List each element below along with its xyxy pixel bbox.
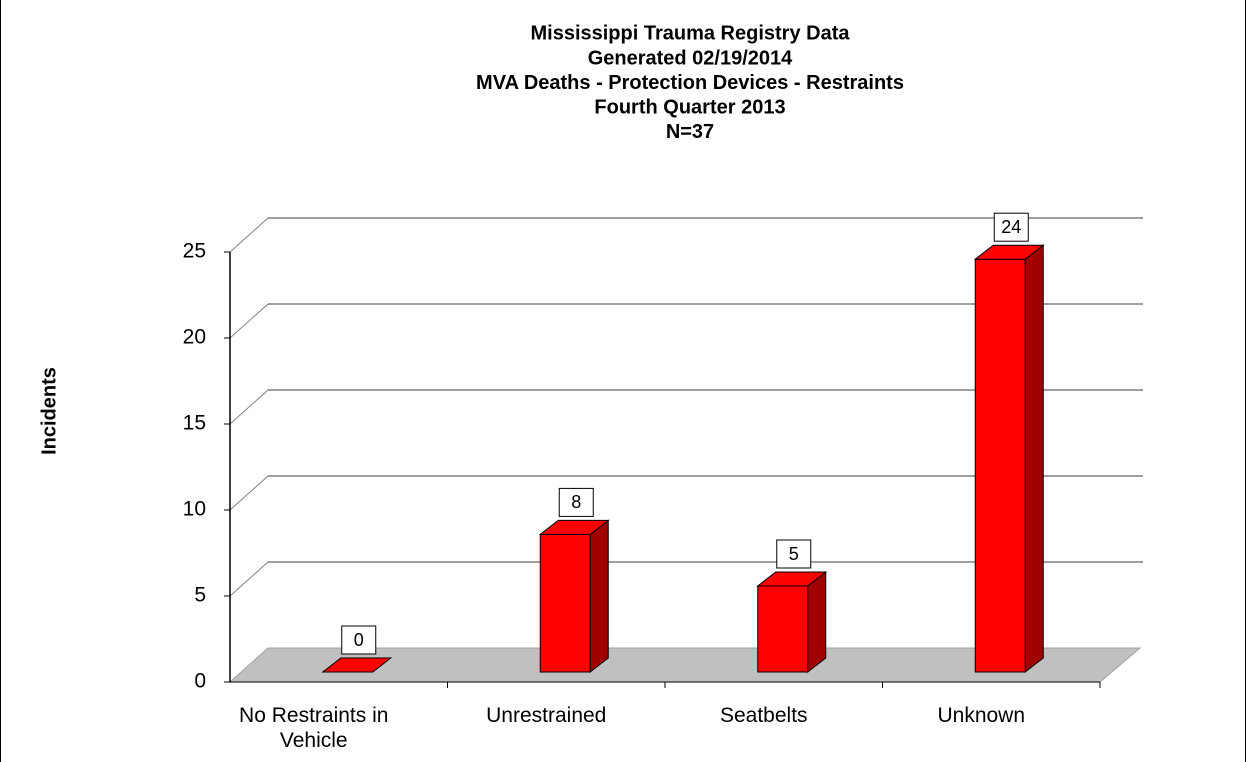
chart-subtitle: Generated 02/19/2014 xyxy=(588,47,793,69)
value-label-box xyxy=(341,625,377,655)
chart-subtitle: Fourth Quarter 2013 xyxy=(594,96,785,118)
grid-line-side xyxy=(229,561,269,597)
x-tick-label: Unknown xyxy=(937,704,1026,727)
value-label: 24 xyxy=(1001,217,1021,237)
x-tick-label: Unrestrained xyxy=(486,704,607,727)
bar xyxy=(538,519,610,674)
value-label: 8 xyxy=(571,492,581,512)
bar xyxy=(973,244,1045,674)
bar-top xyxy=(321,657,393,673)
bar-side xyxy=(807,570,827,674)
y-axis-label: Incidents xyxy=(38,367,60,455)
grid-line-side xyxy=(229,389,269,425)
bar-front xyxy=(757,585,809,673)
grid-line-side xyxy=(229,217,269,253)
bar-top xyxy=(973,244,1045,260)
bar-top xyxy=(538,519,610,535)
y-tick-label: 20 xyxy=(183,326,206,349)
chart-subtitle: N=37 xyxy=(666,121,714,143)
bar-side xyxy=(589,519,609,674)
grid-line-side xyxy=(229,475,269,511)
bar-front xyxy=(974,258,1026,673)
bar-side xyxy=(1024,244,1044,674)
x-tick-label: No Restraints in Vehicle xyxy=(239,704,389,752)
value-label: 0 xyxy=(354,630,364,650)
chart-title: Mississippi Trauma Registry Data xyxy=(530,22,850,44)
value-label-box xyxy=(776,539,812,569)
y-tick-label: 0 xyxy=(194,670,206,693)
y-tick-label: 25 xyxy=(183,240,206,263)
x-tick-label: Seatbelts xyxy=(719,704,808,727)
bar-top xyxy=(756,571,828,587)
y-tick-label: 5 xyxy=(194,584,206,607)
bar xyxy=(321,657,393,673)
chart-subtitle: MVA Deaths - Protection Devices - Restra… xyxy=(476,72,904,94)
value-label: 5 xyxy=(789,544,799,564)
y-tick-label: 15 xyxy=(183,412,206,435)
bar-front xyxy=(539,533,591,673)
bar xyxy=(756,570,828,674)
y-tick-label: 10 xyxy=(183,498,206,521)
value-label-box xyxy=(993,212,1029,242)
grid-line-side xyxy=(229,303,269,339)
value-label-box xyxy=(558,487,594,517)
